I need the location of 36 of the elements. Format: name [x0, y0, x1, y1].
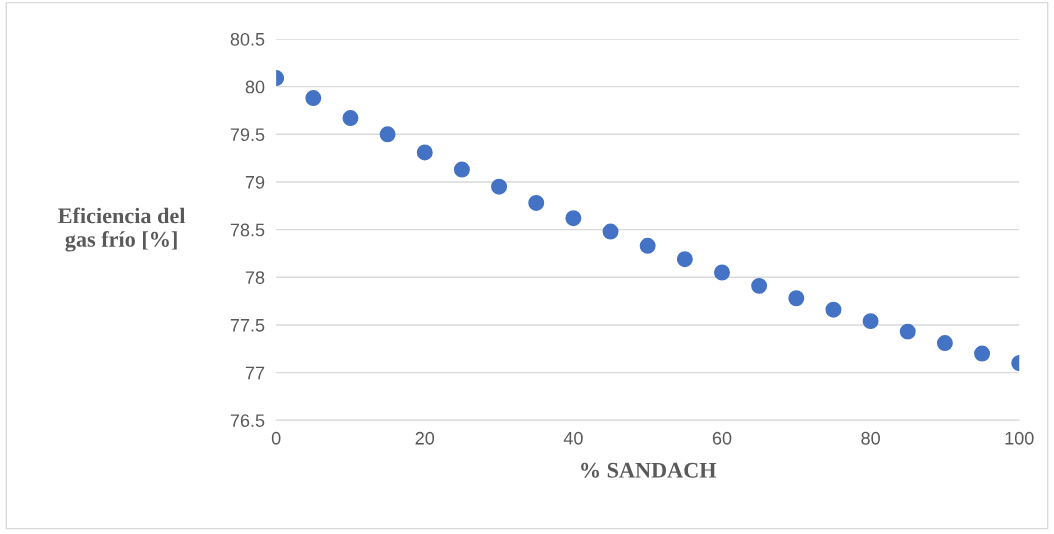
x-tick-label: 80: [861, 431, 880, 445]
point: [788, 290, 805, 307]
point: [602, 223, 619, 240]
y-tick-label: 80: [245, 80, 265, 94]
x-tick-label: 60: [712, 431, 732, 445]
y-tick-label: 79.5: [230, 128, 265, 142]
point: [936, 335, 953, 352]
x-tick-label: 100: [1005, 431, 1034, 445]
y-tick-label: 77.5: [230, 319, 265, 332]
y-tick-label: 79: [245, 175, 265, 189]
point: [305, 90, 322, 107]
point: [379, 126, 396, 143]
x-axis-title: % SANDACH: [581, 462, 717, 478]
point: [453, 161, 470, 178]
x-tick-label: 20: [415, 431, 435, 445]
point: [342, 110, 359, 127]
y-tick-label: 78: [245, 271, 265, 284]
point: [714, 264, 730, 281]
point: [491, 178, 508, 195]
y-axis-title: Eficiencia del gas frío [%]: [58, 207, 186, 252]
x-tick-label: 40: [563, 431, 583, 445]
y-tick-label: 77: [245, 366, 265, 380]
y-tick-label: 80.5: [230, 32, 265, 46]
point: [862, 313, 879, 330]
point: [751, 277, 768, 294]
y-tick-label: 76.5: [230, 414, 265, 427]
point: [825, 301, 842, 318]
point: [639, 237, 656, 254]
point: [565, 210, 582, 227]
point: [676, 251, 693, 268]
point: [416, 144, 433, 161]
point: [899, 323, 916, 340]
y-tick-label: 78.5: [230, 223, 265, 237]
point: [528, 194, 545, 211]
point: [974, 345, 991, 362]
x-tick-label: 0: [271, 431, 281, 445]
